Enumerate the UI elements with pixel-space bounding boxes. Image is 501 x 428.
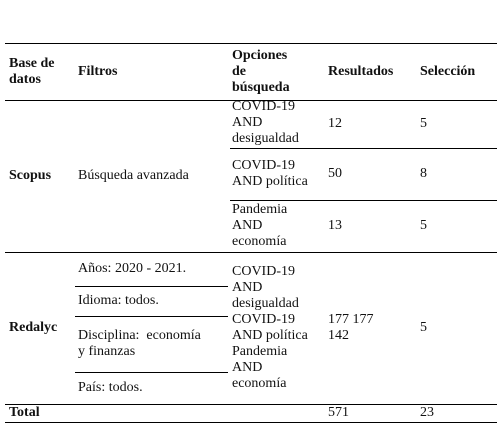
- option: COVID-19 AND desigualdad: [232, 264, 299, 311]
- header-cell: Base de datos: [9, 56, 55, 87]
- filter: Idioma: todos.: [78, 293, 159, 308]
- selection: 8: [420, 166, 427, 181]
- rule: [5, 43, 497, 44]
- selection: 5: [420, 218, 427, 233]
- option: COVID-19 AND política: [232, 312, 308, 343]
- result: 12: [328, 116, 342, 131]
- filter: Años: 2020 - 2021.: [78, 261, 187, 276]
- header-cell: Resultados: [328, 64, 394, 79]
- option: Pandemia AND economía: [232, 202, 288, 249]
- rule: [230, 200, 497, 201]
- filter: Búsqueda avanzada: [78, 168, 189, 183]
- database: Scopus: [9, 168, 52, 183]
- rule: [5, 252, 497, 253]
- header-cell: Selección: [420, 64, 476, 79]
- rule: [75, 286, 228, 287]
- result: 50: [328, 166, 342, 181]
- filter: País: todos.: [78, 380, 143, 395]
- option: Pandemia AND economía: [232, 344, 288, 391]
- selection: 5: [420, 116, 427, 131]
- filter: Disciplina: economía y finanzas: [78, 328, 205, 359]
- rule: [5, 404, 497, 405]
- header-cell: Opciones de búsqueda: [232, 48, 290, 95]
- result: 13: [328, 218, 342, 233]
- option: COVID-19 AND desigualdad: [232, 99, 299, 146]
- rule: [75, 316, 228, 317]
- rule: [5, 100, 497, 101]
- selection: 5: [420, 320, 427, 335]
- total-results: 571: [328, 405, 349, 420]
- database: Redalyc: [9, 320, 58, 335]
- rule: [5, 422, 497, 423]
- total-selection: 23: [420, 405, 434, 420]
- rule: [230, 148, 497, 149]
- total-label: Total: [9, 405, 40, 420]
- option: COVID-19 AND política: [232, 158, 308, 189]
- result: 177 177 142: [328, 312, 374, 343]
- rule: [75, 372, 228, 373]
- header-cell: Filtros: [78, 64, 118, 79]
